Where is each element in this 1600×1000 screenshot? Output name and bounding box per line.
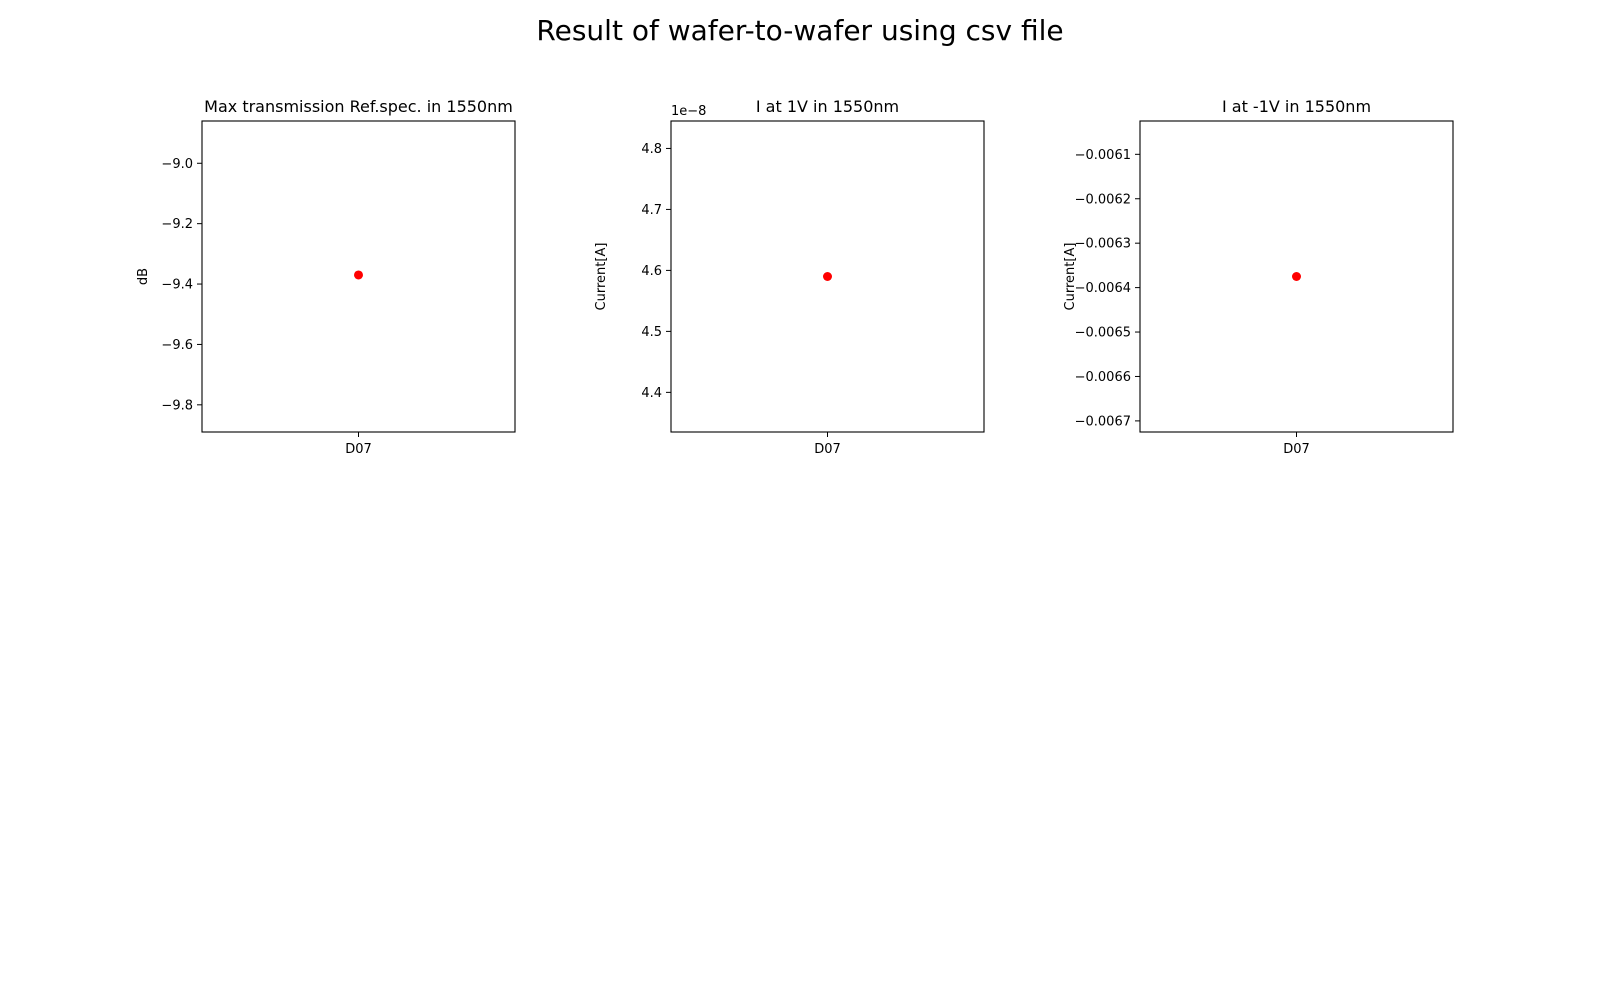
y-tick-label: −0.0062 [1075, 192, 1131, 207]
y-offset-text: 1e−8 [671, 104, 706, 119]
y-tick-label: 4.5 [641, 325, 662, 340]
y-tick-label: −0.0066 [1075, 370, 1131, 385]
y-tick-label: −0.0063 [1075, 237, 1131, 252]
y-tick-label: −0.0061 [1075, 148, 1131, 163]
data-point [354, 270, 363, 280]
subplot-title: Max transmission Ref.spec. in 1550nm [204, 97, 513, 116]
y-tick-label: −0.0067 [1075, 414, 1131, 429]
y-tick-label: −9.6 [161, 338, 193, 353]
y-tick-label: 4.8 [641, 142, 662, 157]
y-tick-label: −9.4 [161, 278, 193, 293]
y-axis-label: Current[A] [1063, 243, 1078, 311]
y-tick-label: 4.4 [641, 386, 662, 401]
y-tick-label: 4.7 [641, 203, 662, 218]
subplot-1: Max transmission Ref.spec. in 1550nm −9.8… [136, 97, 516, 457]
subplot-3: I at -1V in 1550nm −0.0067 −0.0066 −0.0065 −… [1063, 97, 1454, 457]
y-tick-label: −9.2 [161, 217, 193, 232]
y-tick-label: −9.0 [161, 157, 193, 172]
y-axis-label: Current[A] [594, 243, 609, 311]
y-tick-label: 4.6 [641, 264, 662, 279]
figure-title: Result of wafer-to-wafer using csv file [536, 14, 1064, 47]
subplot-title: I at 1V in 1550nm [756, 97, 899, 116]
y-tick-label: −0.0065 [1075, 326, 1131, 341]
x-tick-label: D07 [814, 442, 841, 457]
data-point [1292, 272, 1301, 281]
data-point [823, 272, 832, 281]
y-axis-label: dB [136, 268, 151, 285]
y-tick-label: −9.8 [161, 398, 193, 413]
x-tick-label: D07 [345, 442, 372, 457]
subplot-2: I at 1V in 1550nm 4.4 4.5 4.6 4.7 4.8 D07 Curre… [594, 97, 985, 457]
x-tick-label: D07 [1283, 442, 1310, 457]
subplot-title: I at -1V in 1550nm [1222, 97, 1371, 116]
y-tick-label: −0.0064 [1075, 281, 1131, 296]
